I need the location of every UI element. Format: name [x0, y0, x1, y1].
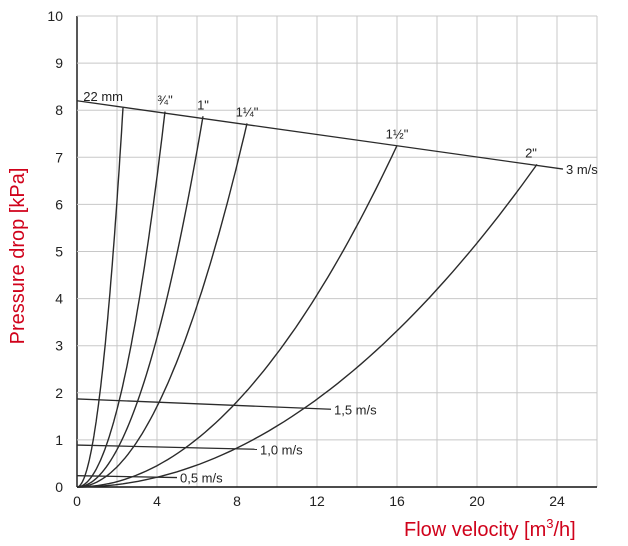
y-tick-label: 3: [55, 338, 63, 354]
y-tick-label: 6: [55, 196, 63, 212]
x-tick-label: 0: [73, 493, 81, 509]
pipe-size-label: 1¼": [236, 104, 259, 119]
x-axis-title-sup: 3: [546, 516, 553, 531]
y-tick-label: 10: [47, 8, 63, 24]
x-axis-title: Flow velocity [m3/h]: [404, 516, 576, 541]
y-tick-label: 2: [55, 385, 63, 401]
pipe-size-label: 2": [525, 145, 537, 160]
y-tick-label: 9: [55, 55, 63, 71]
x-tick-label: 8: [233, 493, 241, 509]
pipe-size-label: 22 mm: [83, 89, 123, 104]
velocity-label: 1,5 m/s: [334, 402, 377, 417]
pipe-size-label: ¾": [157, 93, 173, 108]
velocity-label: 0,5 m/s: [180, 471, 223, 486]
y-tick-label: 0: [55, 479, 63, 495]
series-labels: 22 mm ¾" 1" 1¼" 1½" 2": [83, 89, 537, 161]
pipe-size-label: 1½": [386, 127, 409, 142]
x-tick-label: 20: [469, 493, 485, 509]
pipe-curve: [76, 163, 538, 488]
x-tick-label: 16: [389, 493, 405, 509]
velocity-line: [76, 100, 564, 170]
velocity-label: 1,0 m/s: [260, 442, 303, 457]
y-axis-title: Pressure drop [kPa]: [7, 168, 29, 345]
pipe-curve: [76, 145, 398, 488]
velocity-line: [76, 398, 332, 410]
y-tick-label: 5: [55, 244, 63, 260]
grid: [76, 15, 598, 488]
x-tick-label: 12: [309, 493, 325, 509]
x-tick-label: 4: [153, 493, 161, 509]
y-axis-ticks: 0 1 2 3 4 5 6 7 8 9 10: [47, 8, 63, 495]
y-tick-label: 8: [55, 102, 63, 118]
pipe-curves: [76, 107, 538, 488]
velocity-line: [76, 444, 258, 450]
x-axis-title-tail: /h]: [553, 519, 575, 541]
y-tick-label: 7: [55, 149, 63, 165]
pipe-curve: [76, 111, 166, 488]
pipe-curve: [76, 107, 124, 488]
pipe-curve: [76, 123, 248, 488]
velocity-line: [76, 475, 178, 479]
pipe-size-label: 1": [197, 97, 209, 112]
velocity-label: 3 m/s: [566, 162, 598, 177]
y-tick-label: 4: [55, 291, 63, 307]
pipe-curve: [76, 116, 204, 488]
x-axis-ticks: 0 4 8 12 16 20 24: [73, 493, 565, 509]
y-tick-label: 1: [55, 432, 63, 448]
x-axis-title-main: Flow velocity [m: [404, 519, 546, 541]
x-tick-label: 24: [549, 493, 565, 509]
velocity-lines: 3 m/s 1,5 m/s 1,0 m/s 0,5 m/s: [76, 100, 598, 486]
